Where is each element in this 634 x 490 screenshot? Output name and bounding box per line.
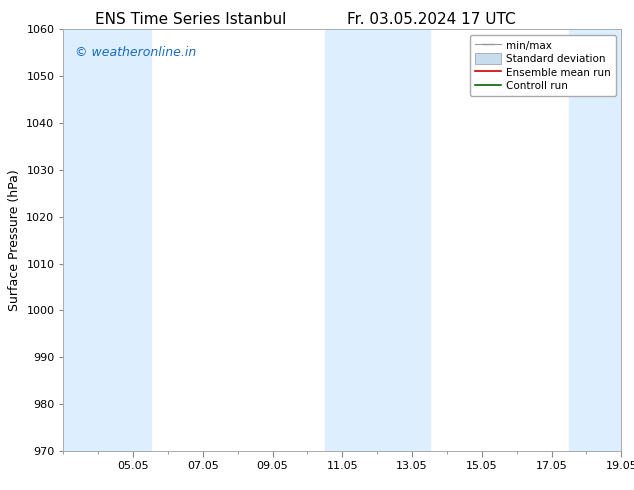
Legend: min/max, Standard deviation, Ensemble mean run, Controll run: min/max, Standard deviation, Ensemble me… <box>470 35 616 96</box>
Text: Fr. 03.05.2024 17 UTC: Fr. 03.05.2024 17 UTC <box>347 12 515 27</box>
Y-axis label: Surface Pressure (hPa): Surface Pressure (hPa) <box>8 169 21 311</box>
Bar <box>63 29 150 451</box>
Text: ENS Time Series Istanbul: ENS Time Series Istanbul <box>94 12 286 27</box>
Text: © weatheronline.in: © weatheronline.in <box>75 46 196 59</box>
Bar <box>569 29 621 451</box>
Bar <box>325 29 429 451</box>
